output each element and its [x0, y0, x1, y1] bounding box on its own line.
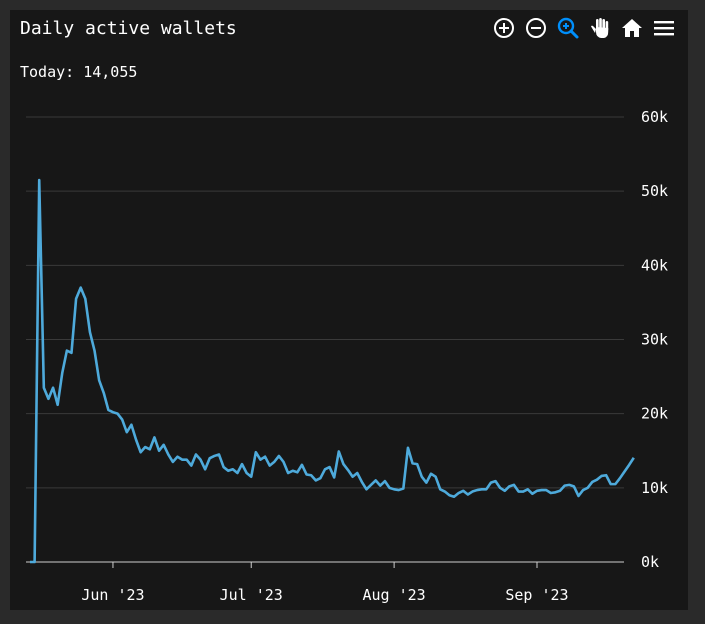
x-tick-label: Jul '23: [220, 586, 283, 604]
reset-zoom-icon[interactable]: [620, 16, 644, 40]
chart-toolbar: [492, 16, 676, 40]
chart-title: Daily active wallets: [20, 18, 237, 39]
y-tick-label: 50k: [641, 182, 668, 200]
x-axis: Jun '23 Jul '23 Aug '23 Sep '23: [81, 562, 569, 604]
pan-icon[interactable]: [588, 16, 612, 40]
y-axis: 0k 10k 20k 30k 40k 50k 60k: [641, 108, 668, 571]
y-tick-label: 10k: [641, 479, 668, 497]
x-tick-label: Sep '23: [505, 586, 568, 604]
zoom-in-icon[interactable]: [492, 16, 516, 40]
today-label: Today:: [20, 63, 75, 81]
y-tick-label: 0k: [641, 553, 659, 571]
y-tick-label: 30k: [641, 331, 668, 349]
series-line: [30, 178, 635, 564]
menu-icon[interactable]: [652, 16, 676, 40]
today-value: 14,055: [83, 63, 138, 81]
gridlines: [26, 116, 624, 563]
y-tick-label: 60k: [641, 108, 668, 126]
today-summary: Today: 14,055: [20, 62, 137, 82]
chart-card: Daily active wallets Today: 14,055: [10, 10, 688, 610]
line-chart: 0k 10k 20k 30k 40k 50k 60k Jun '23 Jul '23 Aug '…: [26, 108, 668, 604]
x-tick-label: Aug '23: [363, 586, 426, 604]
y-tick-label: 40k: [641, 256, 668, 274]
zoom-selection-icon[interactable]: [556, 16, 580, 40]
x-tick-label: Jun '23: [81, 586, 144, 604]
y-tick-label: 20k: [641, 405, 668, 423]
zoom-out-icon[interactable]: [524, 16, 548, 40]
